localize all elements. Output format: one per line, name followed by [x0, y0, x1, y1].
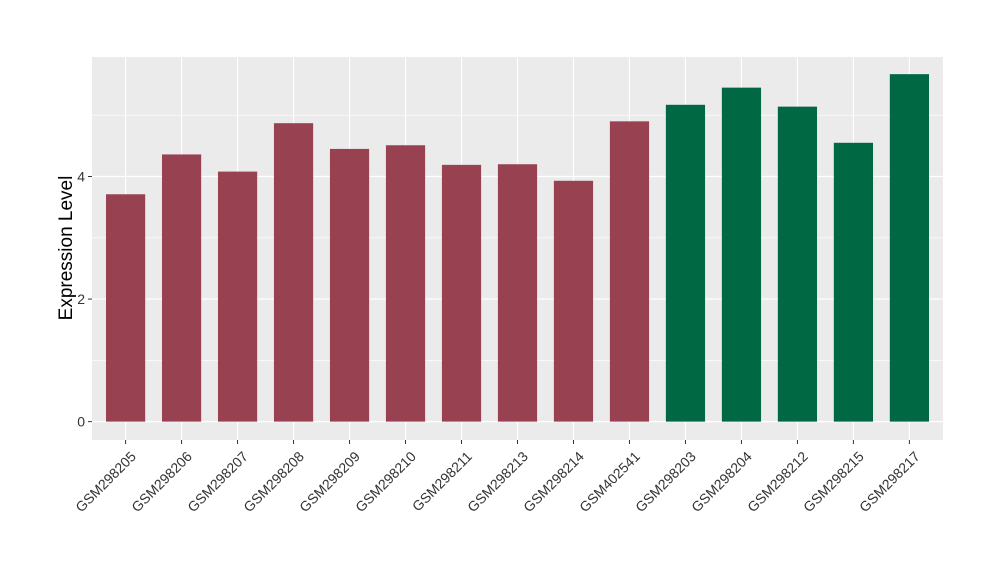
bar-gsm298206 — [161, 154, 202, 422]
bar-gsm298211 — [441, 164, 482, 422]
bar-gsm402541 — [609, 121, 650, 422]
y-tick-label: 4 — [77, 168, 85, 184]
bar-gsm298209 — [329, 148, 370, 422]
bar-gsm298203 — [665, 104, 706, 422]
bar-gsm298217 — [889, 74, 930, 422]
x-axis: GSM298205GSM298206GSM298207GSM298208GSM2… — [72, 440, 923, 515]
y-axis-title: Expression Level — [56, 176, 77, 321]
bar-gsm298215 — [833, 142, 874, 422]
bar-gsm298210 — [385, 145, 426, 422]
y-axis: 0 2 4 — [77, 168, 92, 430]
bar-gsm298214 — [553, 180, 594, 422]
bar-gsm298208 — [273, 123, 314, 422]
x-tick-label: GSM298210 — [352, 448, 419, 515]
y-tick-label: 0 — [77, 414, 85, 430]
bar-gsm298213 — [497, 164, 538, 422]
bar-gsm298207 — [217, 171, 258, 422]
bar-gsm298212 — [777, 106, 818, 422]
bar-gsm298204 — [721, 87, 762, 422]
y-tick-label: 2 — [77, 291, 85, 307]
bar-gsm298205 — [105, 194, 146, 422]
x-tick-label: GSM298217 — [856, 448, 923, 515]
bars — [105, 74, 930, 422]
